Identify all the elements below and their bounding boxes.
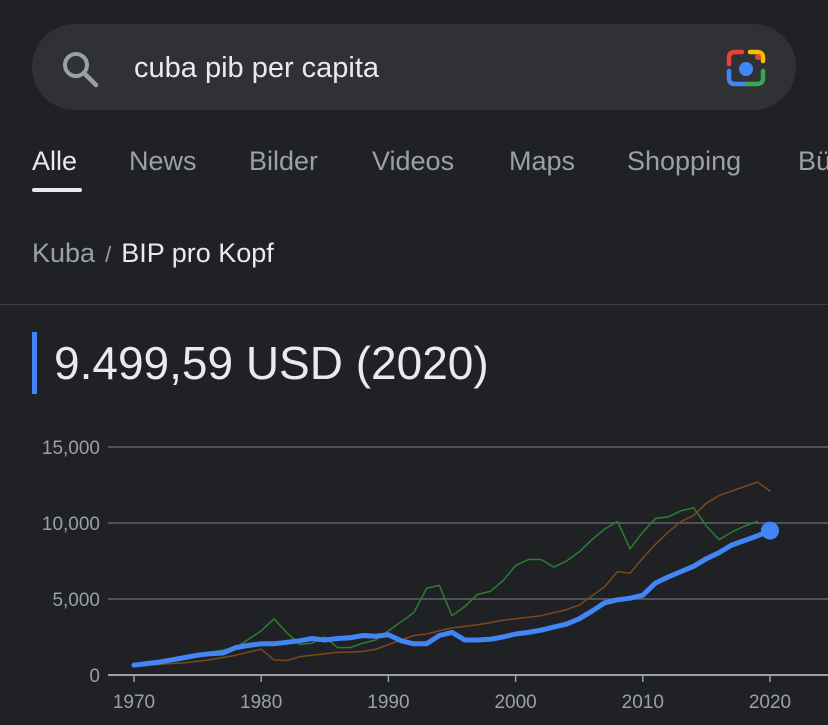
x-tick-label: 1980 bbox=[240, 692, 282, 713]
search-tabs: Alle News Bilder Videos Maps Shopping Bü bbox=[0, 138, 828, 194]
x-tick-label: 1990 bbox=[367, 692, 409, 713]
breadcrumb-parent[interactable]: Kuba bbox=[32, 238, 96, 268]
gdp-per-capita-chart[interactable]: 0 5,000 10,000 15,000 1970 1980 1990 2000 2010 2… bbox=[0, 428, 828, 725]
y-tick-label: 0 bbox=[89, 666, 100, 687]
tab-maps[interactable]: Maps bbox=[509, 146, 576, 176]
tab-news[interactable]: News bbox=[129, 146, 197, 176]
tab-bilder[interactable]: Bilder bbox=[249, 146, 319, 176]
search-input[interactable]: cuba pib per capita bbox=[134, 52, 380, 84]
search-icon[interactable] bbox=[60, 49, 100, 89]
chart-grid bbox=[108, 446, 828, 676]
x-tick-label: 2000 bbox=[494, 692, 536, 713]
active-tab-indicator bbox=[32, 188, 82, 192]
y-axis-ticks: 0 5,000 10,000 15,000 bbox=[42, 438, 100, 687]
y-tick-label: 5,000 bbox=[52, 590, 100, 611]
x-tick-label: 2020 bbox=[749, 692, 791, 713]
chart-series bbox=[131, 481, 779, 668]
breadcrumb-separator: / bbox=[105, 242, 112, 267]
value-accent-bar bbox=[32, 332, 37, 394]
google-lens-icon[interactable] bbox=[725, 48, 767, 88]
breadcrumb-current: BIP pro Kopf bbox=[121, 238, 274, 268]
divider bbox=[0, 304, 828, 305]
y-tick-label: 10,000 bbox=[42, 514, 100, 535]
breadcrumb: Kuba / BIP pro Kopf bbox=[32, 238, 274, 269]
x-tick-label: 2010 bbox=[622, 692, 664, 713]
y-tick-label: 15,000 bbox=[42, 438, 100, 459]
x-axis-ticks: 1970 1980 1990 2000 2010 2020 bbox=[113, 675, 791, 713]
tab-videos[interactable]: Videos bbox=[372, 146, 455, 176]
headline-value: 9.499,59 USD (2020) bbox=[54, 337, 489, 389]
tab-shopping[interactable]: Shopping bbox=[627, 146, 742, 176]
series-line-comparison bbox=[133, 481, 771, 667]
tab-alle[interactable]: Alle bbox=[32, 146, 78, 176]
search-bar[interactable] bbox=[32, 24, 796, 110]
series-line-cuba bbox=[131, 528, 773, 668]
x-tick-label: 1970 bbox=[113, 692, 155, 713]
latest-data-point[interactable] bbox=[761, 521, 779, 540]
series-line-comparison bbox=[133, 507, 759, 666]
tab-bucher[interactable]: Bü bbox=[798, 146, 828, 176]
